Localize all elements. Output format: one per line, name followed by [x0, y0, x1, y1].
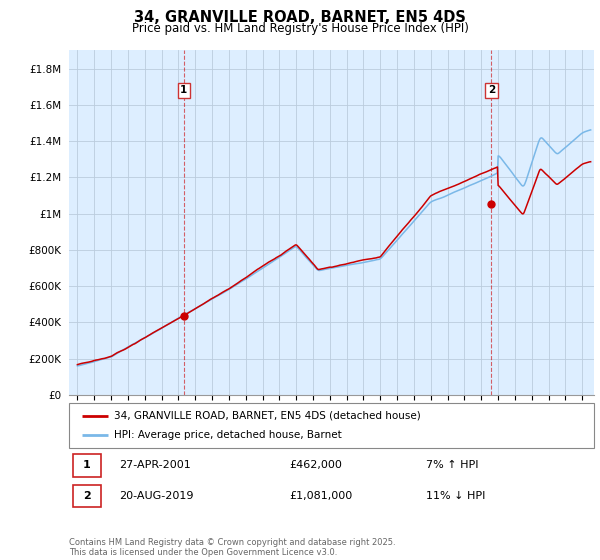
Text: 27-APR-2001: 27-APR-2001 — [119, 460, 191, 470]
FancyBboxPatch shape — [69, 403, 594, 448]
Text: HPI: Average price, detached house, Barnet: HPI: Average price, detached house, Barn… — [113, 431, 341, 441]
FancyBboxPatch shape — [73, 485, 101, 507]
Text: 20-AUG-2019: 20-AUG-2019 — [119, 491, 193, 501]
Text: 7% ↑ HPI: 7% ↑ HPI — [426, 460, 479, 470]
Text: 11% ↓ HPI: 11% ↓ HPI — [426, 491, 485, 501]
Text: Contains HM Land Registry data © Crown copyright and database right 2025.
This d: Contains HM Land Registry data © Crown c… — [69, 538, 395, 557]
Text: 1: 1 — [181, 85, 188, 95]
Text: £1,081,000: £1,081,000 — [290, 491, 353, 501]
Text: £462,000: £462,000 — [290, 460, 343, 470]
Text: 2: 2 — [83, 491, 91, 501]
Text: Price paid vs. HM Land Registry's House Price Index (HPI): Price paid vs. HM Land Registry's House … — [131, 22, 469, 35]
Text: 34, GRANVILLE ROAD, BARNET, EN5 4DS: 34, GRANVILLE ROAD, BARNET, EN5 4DS — [134, 10, 466, 25]
Text: 34, GRANVILLE ROAD, BARNET, EN5 4DS (detached house): 34, GRANVILLE ROAD, BARNET, EN5 4DS (det… — [113, 410, 421, 421]
Text: 1: 1 — [83, 460, 91, 470]
FancyBboxPatch shape — [73, 454, 101, 477]
Text: 2: 2 — [488, 85, 495, 95]
